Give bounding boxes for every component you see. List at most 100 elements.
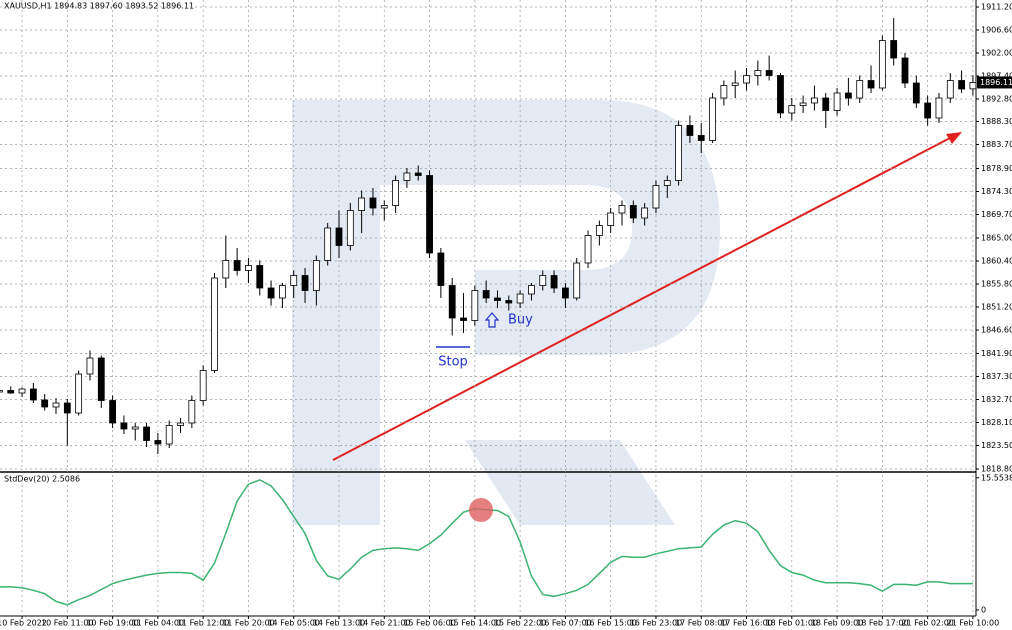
candle-body: [912, 82, 920, 104]
candle-body: [607, 212, 615, 226]
candle-body: [109, 400, 116, 424]
candle-body: [154, 440, 162, 445]
candle-body: [890, 40, 898, 59]
candle-body: [29, 388, 37, 401]
y-tick-label: 1883.70: [981, 140, 1012, 149]
x-tick-label: 21 Feb 02:00: [901, 619, 953, 628]
arrow-head: [946, 132, 962, 144]
candle-body: [958, 80, 965, 90]
candle-body: [731, 82, 739, 86]
candle-body: [686, 125, 694, 136]
candle-body: [290, 275, 298, 286]
candle-body: [516, 293, 524, 304]
candle-body: [697, 135, 705, 141]
candle-body: [709, 97, 716, 141]
candle-body: [460, 317, 467, 321]
y-tick-label: 1865.00: [981, 234, 1012, 243]
y-tick-label: 1906.60: [981, 26, 1012, 35]
candle-body: [924, 102, 932, 119]
x-tick-label: 17 Feb 08:00: [675, 619, 727, 628]
candle-body: [754, 70, 762, 76]
y-tick-label: 1911.20: [981, 3, 1012, 12]
candle-body: [833, 92, 841, 111]
candle-body: [233, 260, 241, 271]
y-tick-label: 1869.70: [981, 210, 1012, 219]
stddev-line: [0, 479, 973, 606]
candle-body: [120, 422, 128, 430]
x-tick-label: 21 Feb 10:00: [947, 619, 999, 628]
candle-body: [550, 275, 558, 289]
candle-body: [935, 97, 943, 119]
candle-body: [324, 227, 332, 261]
candle-body: [256, 265, 264, 289]
candle-body: [494, 297, 501, 301]
y-tick-label: 0: [981, 605, 986, 614]
candle-body: [18, 388, 26, 394]
y-tick-label: 1902.00: [981, 49, 1012, 58]
overlay: [469, 498, 493, 522]
candle-body: [471, 290, 479, 321]
candle-body: [618, 205, 626, 214]
candle-body: [369, 197, 377, 209]
candle-body: [143, 426, 150, 441]
x-tick-label: 16 Feb 23:00: [630, 619, 682, 628]
candle-body: [41, 399, 49, 408]
candle-body: [901, 57, 909, 84]
candle-body: [86, 357, 94, 375]
candle-body: [641, 207, 649, 219]
candle-body: [278, 285, 286, 299]
candle-body: [743, 75, 750, 84]
candle-body: [629, 205, 637, 219]
candle-body: [97, 357, 105, 401]
candle-body: [335, 227, 343, 246]
candle-body: [414, 172, 422, 176]
x-tick-label: 11 Feb 20:00: [222, 619, 274, 628]
last-price-box: [977, 76, 1012, 89]
candle-body: [0, 390, 3, 393]
watermark: [292, 100, 720, 525]
candle-body: [75, 373, 83, 414]
candle-body: [788, 105, 796, 114]
x-tick-label: 15 Feb 22:00: [494, 619, 546, 628]
y-tick-label: 15.5538: [981, 473, 1012, 482]
x-tick-label: 18 Feb 09:00: [811, 619, 863, 628]
stop-label: Stop: [438, 355, 468, 370]
candle-body: [856, 80, 864, 99]
candle-body: [584, 235, 592, 264]
candle-body: [52, 402, 60, 408]
candle-body: [358, 197, 366, 211]
y-tick-label: 1828.10: [981, 418, 1012, 427]
highlight-circle: [469, 498, 493, 522]
x-tick-label: 15 Feb 14:00: [449, 619, 501, 628]
x-tick-label: 10 Feb 2022: [0, 619, 47, 628]
y-tick-label: 1874.30: [981, 187, 1012, 196]
x-tick-label: 16 Feb 07:00: [539, 619, 591, 628]
candle-body: [878, 40, 886, 89]
y-tick-label: 1888.30: [981, 117, 1012, 126]
buy-icon: [484, 312, 500, 328]
candle-body: [426, 175, 433, 254]
candle-body: [437, 252, 445, 286]
last-price-label: 1896.11: [980, 78, 1012, 87]
candle-body: [199, 370, 207, 401]
candle-body: [822, 97, 830, 111]
candle-body: [346, 210, 354, 246]
candle-body: [211, 277, 218, 371]
candle-body: [595, 225, 603, 236]
candle-body: [675, 125, 682, 181]
candle-body: [573, 262, 581, 299]
candle-body: [301, 275, 309, 291]
x-tick-label: 18 Feb 01:00: [766, 619, 818, 628]
candle-body: [811, 97, 818, 104]
y-tick-label: 1832.70: [981, 395, 1012, 404]
candle-body: [505, 300, 513, 304]
buy-label: Buy: [508, 313, 533, 328]
y-tick-label: 1855.80: [981, 280, 1012, 289]
candle-body: [663, 180, 671, 186]
candle-body: [222, 260, 230, 279]
candle-body: [765, 70, 773, 76]
x-tick-label: 11 Feb 04:00: [132, 619, 184, 628]
candle-body: [312, 260, 320, 291]
candle-body: [165, 425, 173, 445]
